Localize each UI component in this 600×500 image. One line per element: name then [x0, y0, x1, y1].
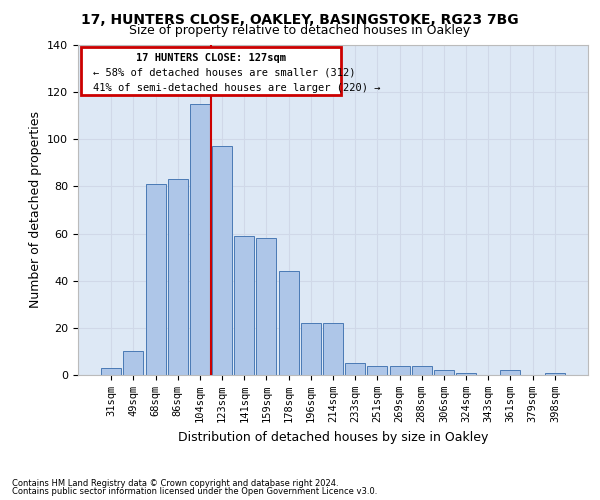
- Text: 17 HUNTERS CLOSE: 127sqm: 17 HUNTERS CLOSE: 127sqm: [136, 53, 286, 63]
- Bar: [101, 368, 121, 375]
- Bar: [389, 366, 410, 375]
- Bar: [256, 238, 277, 375]
- Bar: [124, 352, 143, 375]
- Bar: [434, 370, 454, 375]
- Bar: [500, 370, 520, 375]
- Bar: [212, 146, 232, 375]
- Text: Contains HM Land Registry data © Crown copyright and database right 2024.: Contains HM Land Registry data © Crown c…: [12, 478, 338, 488]
- Text: Size of property relative to detached houses in Oakley: Size of property relative to detached ho…: [130, 24, 470, 37]
- Bar: [367, 366, 388, 375]
- Bar: [412, 366, 432, 375]
- Bar: [545, 372, 565, 375]
- Bar: [301, 323, 321, 375]
- Bar: [190, 104, 210, 375]
- Bar: [168, 180, 188, 375]
- Bar: [323, 323, 343, 375]
- Text: 41% of semi-detached houses are larger (220) →: 41% of semi-detached houses are larger (…: [94, 82, 381, 92]
- FancyBboxPatch shape: [80, 46, 341, 94]
- Bar: [456, 372, 476, 375]
- Text: ← 58% of detached houses are smaller (312): ← 58% of detached houses are smaller (31…: [94, 68, 356, 78]
- Text: 17, HUNTERS CLOSE, OAKLEY, BASINGSTOKE, RG23 7BG: 17, HUNTERS CLOSE, OAKLEY, BASINGSTOKE, …: [81, 12, 519, 26]
- Bar: [345, 363, 365, 375]
- Bar: [146, 184, 166, 375]
- X-axis label: Distribution of detached houses by size in Oakley: Distribution of detached houses by size …: [178, 430, 488, 444]
- Text: Contains public sector information licensed under the Open Government Licence v3: Contains public sector information licen…: [12, 487, 377, 496]
- Y-axis label: Number of detached properties: Number of detached properties: [29, 112, 41, 308]
- Bar: [278, 272, 299, 375]
- Bar: [234, 236, 254, 375]
